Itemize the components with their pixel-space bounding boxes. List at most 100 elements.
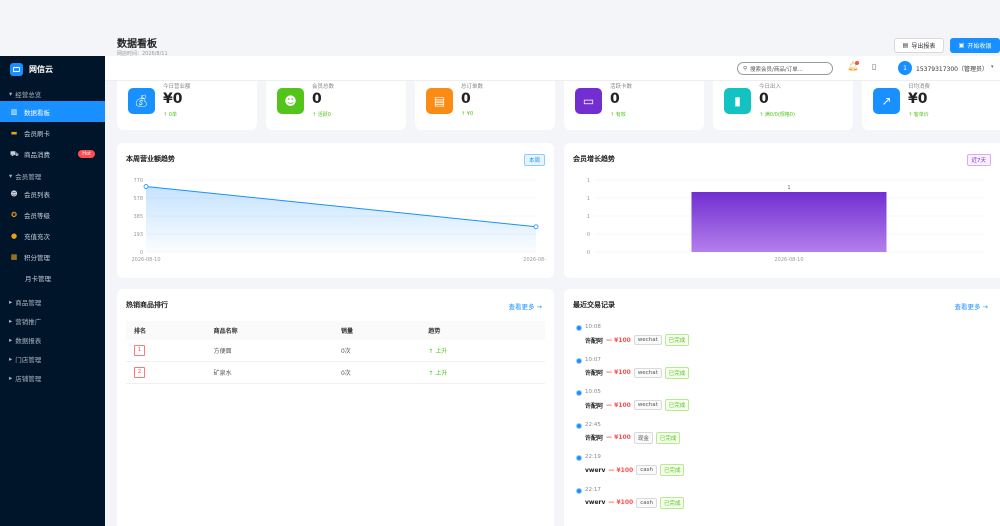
revenue-point — [533, 224, 539, 230]
sales-count: 0次 — [340, 370, 351, 377]
export-report-button[interactable]: ▤ 导出报表 — [894, 38, 944, 53]
stat-card-orders[interactable]: ▤ 总订单数 0 ↑ ¥0 — [415, 81, 555, 130]
bell-icon[interactable]: 🔔︎ — [847, 62, 859, 72]
sidebar-item-card-swipe[interactable]: ▬ 会员刷卡 — [0, 122, 105, 143]
customer-name: 许配阿 — [585, 370, 604, 377]
global-search-input[interactable]: ⚲ 搜索会员/商品/订单... — [737, 62, 833, 75]
payment-method-tag: 现金 — [633, 431, 653, 444]
period-tag[interactable]: 本周 — [523, 154, 545, 166]
payment-method-tag: wechat — [633, 367, 662, 378]
transaction-amount: — ¥100 — [606, 369, 631, 376]
y-tick-label: 578 — [133, 196, 143, 202]
stat-sub: ↑ 有效 — [610, 112, 626, 118]
column-header: 商品名称 — [213, 328, 238, 335]
table-row[interactable]: 2 矿泉水 0次 ↑ 上升 — [126, 362, 545, 384]
stat-card-avg-spend[interactable]: ↗ 日均消费 ¥0 ↑ 客单价 — [862, 81, 1000, 130]
timeline-dot — [576, 422, 582, 429]
panel-title: 会员增长趋势 — [573, 155, 615, 163]
stat-value: 0 — [610, 91, 620, 107]
customer-name: 许配阿 — [585, 435, 604, 442]
brand-logo[interactable]: 网信云 — [0, 56, 105, 82]
timeline-dot — [576, 325, 582, 331]
stat-value: 0 — [759, 91, 769, 107]
table-header: 排名 商品名称 销量 趋势 — [126, 321, 545, 340]
door-icon: ▮ — [724, 88, 751, 114]
payment-method-tag: wechat — [633, 400, 662, 410]
stat-sub: ↑ 满0/0(规格0) — [759, 112, 795, 118]
transaction-time: 10:05 — [585, 389, 601, 395]
nav-group-member[interactable]: ▾ 会员管理 — [0, 168, 105, 183]
sidebar-item-monthly-card[interactable]: 月卡管理 — [0, 267, 105, 288]
x-tick-label: 2026-08- — [523, 257, 546, 263]
period-tag[interactable]: 近7天 — [966, 154, 991, 166]
view-more-link[interactable]: 查看更多 → — [508, 303, 542, 311]
avatar[interactable]: 1 — [898, 61, 912, 75]
brand-name: 网信云 — [29, 64, 53, 74]
sidebar-item-product-consume[interactable]: ⛟ 商品消费 Hot — [0, 143, 105, 164]
sidebar-item-member-level[interactable]: ✪ 会员等级 — [0, 204, 105, 225]
transaction-line: 许配阿 — ¥100 wechat 已完成 — [585, 366, 690, 379]
stat-label: 总订单数 — [461, 84, 484, 90]
page-subtitle: 网店时间：2026/8/11 — [117, 51, 168, 57]
page-title: 数据看板 — [117, 39, 157, 50]
caret-right-icon: ▸ — [9, 316, 13, 325]
status-badge: 已完成 — [659, 496, 685, 509]
status-badge: 已完成 — [664, 334, 690, 346]
transaction-line: vwerv — ¥100 cash 已完成 — [585, 496, 685, 509]
transaction-amount: — ¥100 — [606, 434, 631, 441]
y-tick-label: 193 — [133, 232, 143, 238]
stat-card-entries[interactable]: ▮ 今日出入 0 ↑ 满0/0(规格0) — [713, 81, 853, 130]
payment-method-tag: cash — [636, 465, 657, 475]
top-bar: ⚲ 搜索会员/商品/订单... 🔔︎ ▯ 1 15379317300（管理员） … — [105, 56, 1000, 81]
start-cashier-button[interactable]: ▣ 开始收银 — [950, 38, 1000, 53]
nav-group-label: 经营总览 — [15, 90, 42, 99]
payment-method-tag: wechat — [633, 335, 662, 345]
nav-group-overview[interactable]: ▾ 经营总览 — [0, 86, 105, 101]
nav-group-marketing[interactable]: ▸ 营销推广 — [0, 313, 105, 328]
sidebar-item-points[interactable]: ▦ 积分管理 — [0, 246, 105, 267]
cashier-icon: ▣ — [958, 42, 965, 49]
receipt-icon: ▤ — [426, 88, 453, 114]
product-name: 矿泉水 — [213, 370, 232, 377]
logo-icon — [10, 62, 23, 76]
column-header: 排名 — [134, 328, 147, 335]
stat-card-members[interactable]: ☻ 会员总数 0 ↑ 活跃0 — [266, 81, 406, 130]
transaction-amount: — ¥100 — [606, 401, 631, 409]
nav-group-products[interactable]: ▸ 商品管理 — [0, 294, 105, 309]
sidebar-item-recharge[interactable]: ● 充值充次 — [0, 225, 105, 246]
table-row[interactable]: 1 方便面 0次 ↑ 上升 — [126, 340, 545, 362]
chevron-down-icon[interactable]: ▾ — [991, 64, 994, 70]
clipboard-icon[interactable]: ▯ — [872, 62, 877, 71]
stat-sub: ↑ 活跃0 — [312, 112, 331, 118]
nav-group-label: 商品管理 — [15, 298, 42, 307]
status-badge: 已完成 — [664, 366, 690, 379]
status-badge: 已完成 — [664, 399, 690, 411]
panel-title: 本周营业额趋势 — [126, 155, 175, 163]
stat-card-active-cards[interactable]: ▭ 活跃卡数 0 ↑ 有效 — [564, 81, 704, 130]
stat-label: 今日出入 — [759, 84, 782, 90]
stat-value: ¥0 — [908, 91, 928, 107]
column-header: 趋势 — [428, 328, 441, 335]
y-tick-label: 770 — [133, 178, 143, 184]
view-more-link[interactable]: 查看更多 → — [954, 303, 988, 311]
user-name[interactable]: 15379317300（管理员） — [916, 66, 988, 73]
revenue-line — [145, 186, 537, 228]
rank-badge: 2 — [134, 367, 145, 378]
medal-icon: ✪ — [11, 210, 17, 219]
sidebar-item-label: 数据看板 — [24, 108, 50, 117]
stat-sub: ↑ 客单价 — [908, 112, 929, 118]
sidebar-item-dashboard[interactable]: ▥ 数据看板 — [0, 101, 105, 122]
status-badge: 已完成 — [659, 464, 685, 476]
product-name: 方便面 — [213, 348, 232, 355]
nav-group-reports[interactable]: ▸ 数据报表 — [0, 332, 105, 347]
stat-card-today-revenue[interactable]: 💰︎ 今日营业额 ¥0 ↑ 0单 — [117, 81, 257, 130]
nav-group-shop[interactable]: ▸ 店铺管理 — [0, 370, 105, 385]
sidebar-item-member-list[interactable]: ☻ 会员列表 — [0, 183, 105, 204]
x-tick-label: 2026-08-10 — [131, 257, 160, 263]
caret-right-icon: ▸ — [9, 354, 13, 363]
stat-sub: ↑ 0单 — [163, 112, 177, 118]
bar-data-label: 1 — [787, 185, 790, 191]
nav-group-stores[interactable]: ▸ 门店管理 — [0, 351, 105, 366]
timeline-dot — [576, 357, 582, 364]
